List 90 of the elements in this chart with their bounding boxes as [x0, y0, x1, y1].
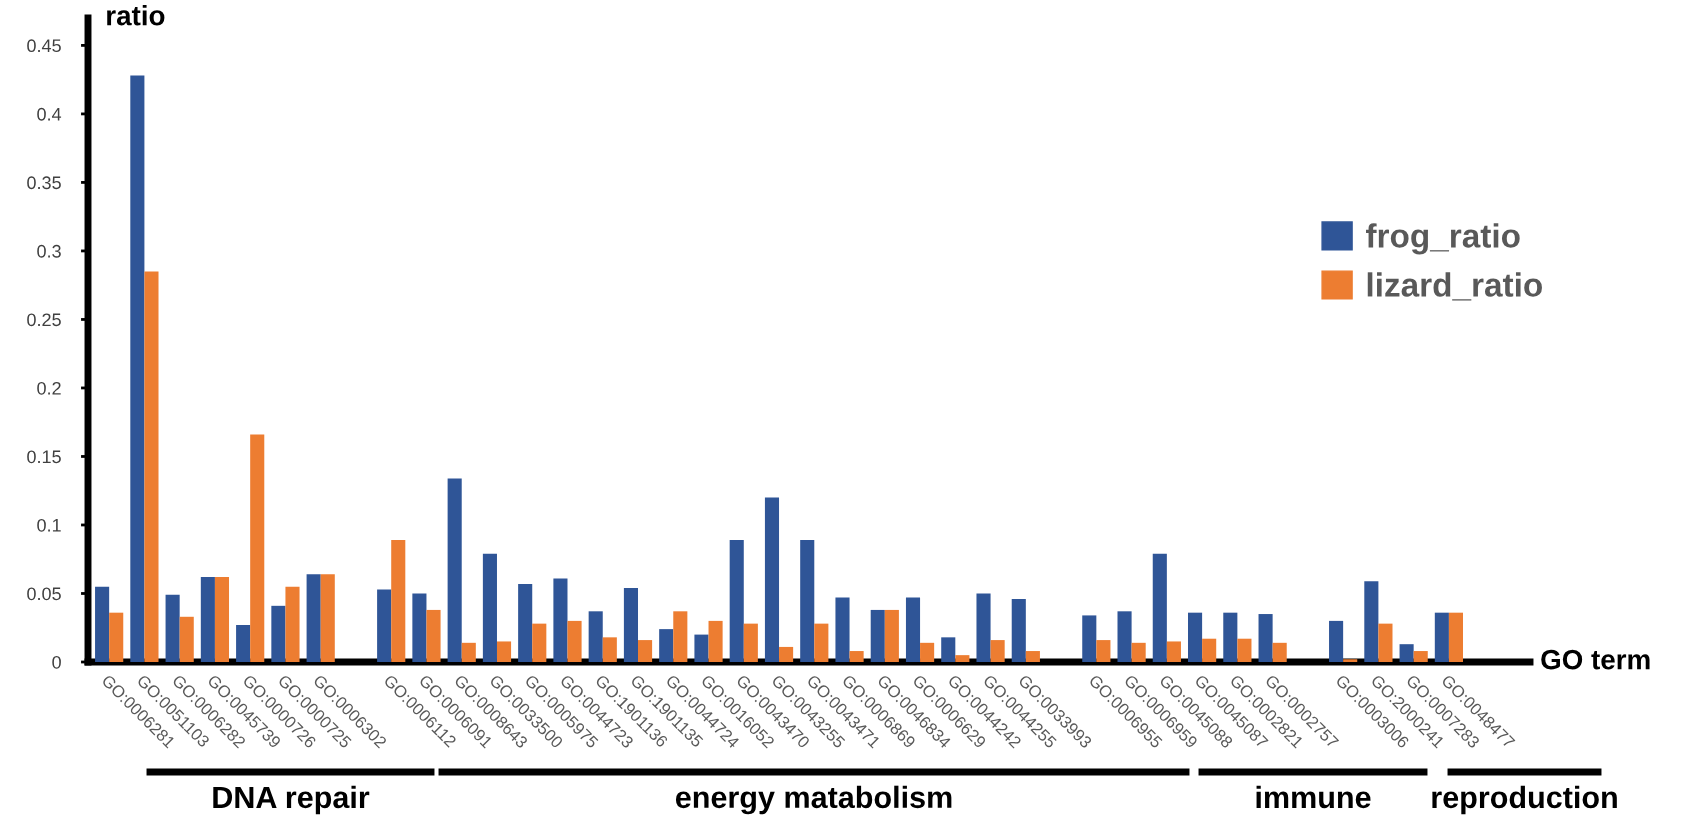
bar [1378, 623, 1393, 662]
y-tick-label: 0.45 [27, 39, 61, 53]
bar [920, 642, 935, 662]
bar [179, 616, 194, 662]
y-tick-label: 0.35 [27, 176, 61, 190]
bar [638, 640, 653, 662]
bar [990, 640, 1005, 662]
legend-label: lizard_ratio [1367, 272, 1542, 301]
bar [1202, 638, 1217, 662]
bar [623, 588, 638, 662]
bar [482, 553, 497, 662]
bar [976, 593, 991, 662]
bar [588, 611, 603, 662]
y-tick-label: 0 [52, 655, 61, 669]
bar [729, 540, 744, 662]
y-tick-label: 0.3 [37, 244, 61, 258]
bar [567, 620, 582, 662]
x-axis-title: GO term [1541, 649, 1650, 670]
bar [602, 637, 617, 662]
bar [236, 625, 251, 662]
y-tick-label: 0.25 [27, 313, 61, 327]
bar [955, 655, 970, 662]
bar [1364, 581, 1379, 662]
bar [109, 612, 124, 662]
bar [377, 589, 392, 662]
bar [553, 578, 568, 662]
bar [1434, 612, 1449, 662]
bar [1399, 644, 1414, 662]
bar [814, 623, 829, 662]
bar [800, 540, 815, 662]
bar [941, 637, 956, 662]
bar [214, 577, 230, 662]
bar [1223, 612, 1238, 662]
bar [779, 646, 794, 662]
bar [694, 634, 709, 662]
bar [835, 597, 850, 662]
bar [1258, 614, 1273, 662]
y-tick-label: 0.05 [27, 587, 61, 601]
text: energy matabolism [675, 785, 952, 815]
y-axis-title: ratio [107, 5, 165, 26]
bar [1011, 598, 1026, 662]
bar [659, 629, 674, 662]
bar [1096, 640, 1111, 662]
bar [1237, 638, 1252, 662]
bar [905, 597, 921, 662]
bar [1166, 641, 1181, 662]
bar [130, 75, 145, 662]
y-tick-label: 0.1 [37, 518, 61, 532]
bar [271, 605, 286, 662]
bar [250, 434, 265, 662]
bar [144, 271, 159, 662]
bar [412, 593, 427, 662]
bar [1025, 651, 1040, 662]
bar [870, 609, 885, 662]
bar [1082, 615, 1097, 662]
bar [306, 574, 321, 662]
bar [200, 577, 215, 662]
text: immune [1256, 785, 1371, 809]
bar [285, 586, 300, 662]
y-tick-label: 0.2 [37, 381, 61, 395]
bar [165, 594, 180, 662]
text: reproduction [1432, 785, 1617, 815]
bar [447, 478, 462, 662]
bar [532, 623, 547, 662]
bar [1343, 659, 1358, 662]
bar [1329, 620, 1344, 662]
y-tick-label: 0.15 [27, 450, 61, 464]
bar [1152, 553, 1167, 662]
bar [1117, 611, 1132, 662]
bar [764, 497, 780, 662]
bar [708, 620, 723, 662]
bar [95, 586, 110, 662]
bar [391, 540, 406, 662]
bar [1448, 612, 1464, 662]
bar [1272, 642, 1287, 662]
bar [673, 611, 688, 662]
bar [884, 609, 899, 662]
bar [496, 641, 512, 662]
bar [743, 623, 758, 662]
bar [1413, 651, 1428, 662]
bar [518, 583, 533, 662]
bar [849, 651, 864, 662]
bar [426, 609, 441, 662]
y-tick-label: 0.4 [37, 107, 62, 121]
bar [1188, 612, 1203, 662]
text: DNA repair [213, 785, 370, 815]
legend-label: frog_ratio [1366, 223, 1520, 255]
bar [320, 574, 335, 662]
bar [461, 642, 476, 662]
bar [1131, 642, 1146, 662]
